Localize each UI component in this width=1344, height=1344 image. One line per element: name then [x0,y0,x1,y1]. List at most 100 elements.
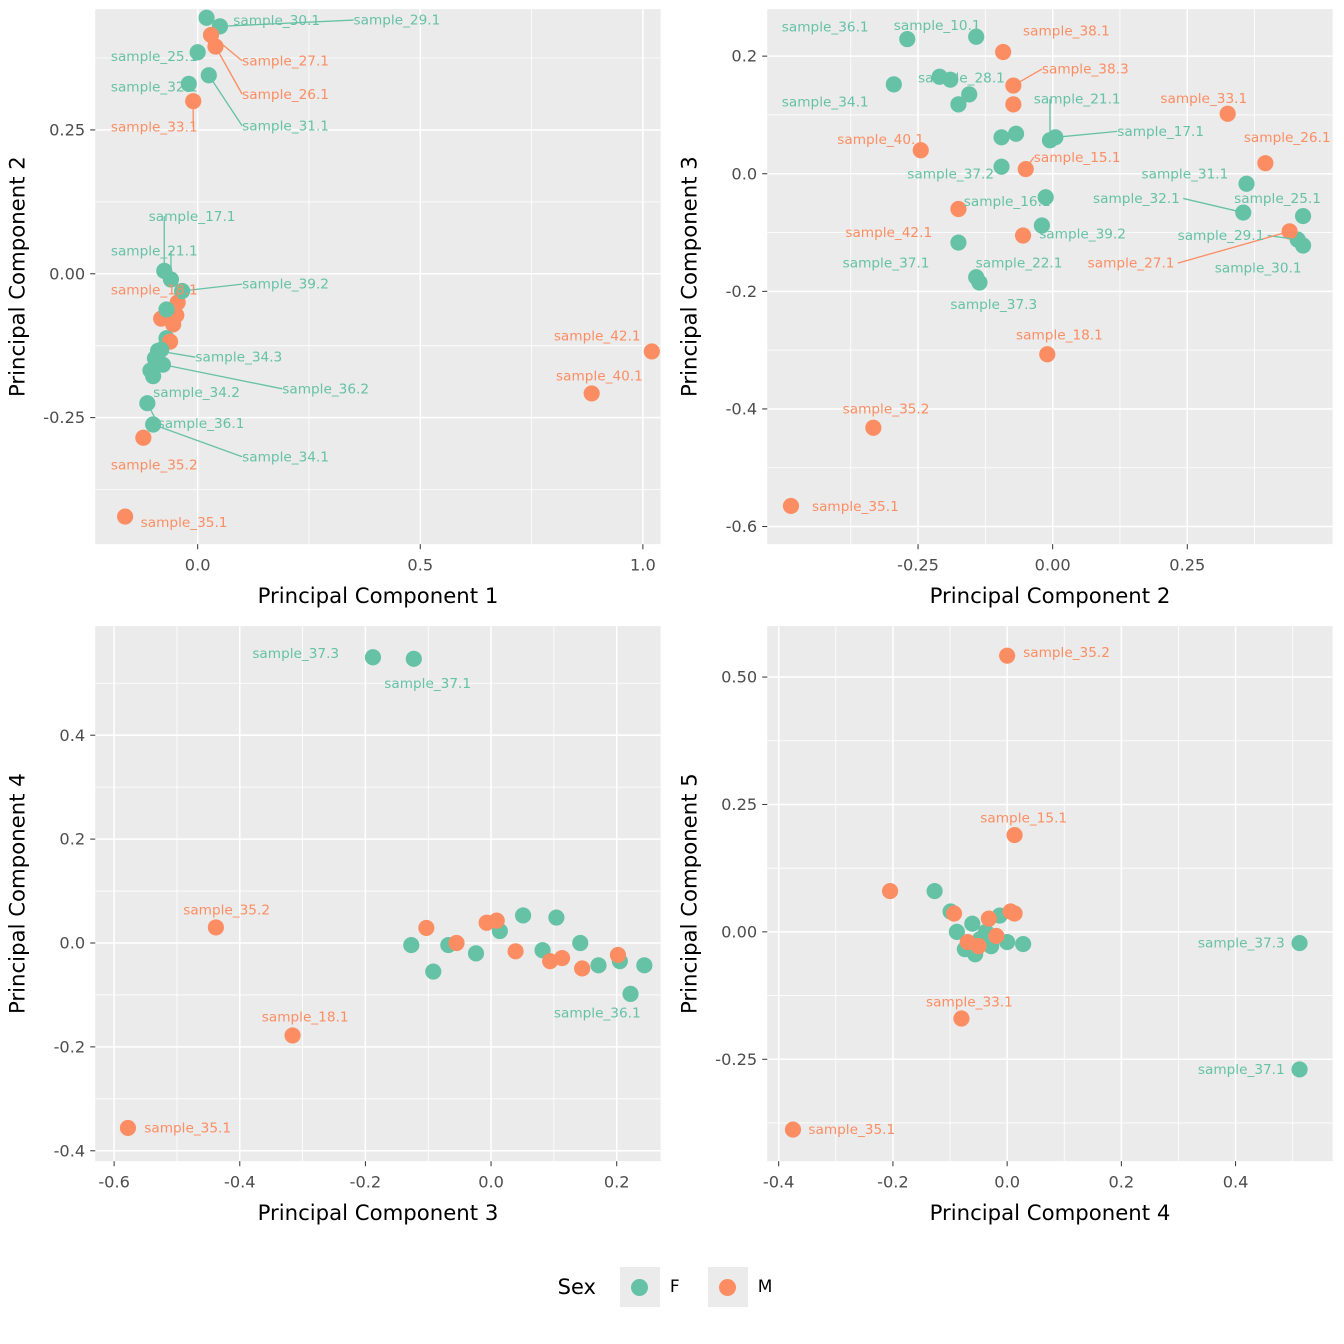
data-point-sample_15.1 [1006,826,1023,844]
data-point-sample_40.1 [912,142,929,159]
sample-label: sample_32.1 [111,79,198,95]
x-tick-label: 0.5 [407,555,433,574]
sample-label: sample_30.1 [1215,260,1302,276]
data-point-unlabeled [403,936,420,954]
data-point-unlabeled [1015,935,1032,953]
x-tick-label: -0.2 [877,1172,909,1191]
x-tick-label: 1.0 [630,555,656,574]
data-point-sample_37.3 [1291,934,1308,952]
data-point-sample_35.2 [999,647,1016,664]
data-point-unlabeled [515,907,532,924]
data-point-sample_42.1 [643,343,660,360]
sample-label: sample_17.1 [1117,124,1204,140]
data-point-unlabeled [993,129,1010,146]
sample-label: sample_29.1 [1178,228,1265,244]
y-tick-label: 0.25 [721,795,757,814]
sample-label: sample_31.1 [1142,166,1229,182]
x-axis-title: Principal Component 3 [258,1201,499,1226]
sample-label: sample_40.1 [556,369,643,385]
data-point-sample_37.3 [971,274,988,291]
sample-label: sample_42.1 [845,225,932,241]
data-point-sample_33.1 [1219,105,1236,122]
data-point-unlabeled [467,945,485,962]
data-point-unlabeled [881,882,899,900]
data-point-unlabeled [590,957,607,974]
pca-plot-pc3-vs-pc4: -0.6 -0.4 -0.2 0.0 0.2 -0.4 -0.2 0.0 0.2 0.4 sampl… [0,617,672,1234]
sample-label: sample_33.1 [1160,91,1247,107]
sample-label: sample_34.2 [153,385,240,401]
sample-label: sample_37.1 [1198,1062,1285,1078]
y-tick-label: -0.4 [726,399,758,418]
data-point-sample_38.1 [995,43,1012,61]
sample-label: sample_37.1 [843,256,930,272]
data-point-sample_33.1 [953,1010,970,1027]
sample-label: sample_27.1 [242,53,329,69]
data-point-sample_35.1 [782,497,800,515]
data-point-unlabeled [1005,96,1022,113]
legend-dot-M [719,1278,737,1296]
label-leader-line [214,46,243,95]
data-point-sample_18.1 [1039,346,1056,363]
data-point-sample_35.2 [865,419,882,436]
sample-label: sample_10.1 [894,18,981,34]
data-point-unlabeled [553,949,571,967]
sample-label: sample_25.1 [111,49,198,65]
data-point-sample_25.1 [1294,207,1312,225]
label-leader-line [182,283,243,292]
sample-label: sample_33.1 [926,995,1013,1011]
sample-label: sample_35.2 [843,401,930,417]
y-tick-label: 0.00 [49,264,85,283]
sample-label: sample_27.1 [1088,256,1175,272]
sample-label: sample_31.1 [242,118,329,134]
data-point-unlabeled [425,963,442,980]
y-tick-label: 0.4 [59,726,85,745]
sample-label: sample_16.1 [964,194,1051,210]
label-leader-line [1177,230,1290,264]
sample-label: sample_35.2 [183,902,270,918]
sample-label: sample_35.1 [812,499,899,515]
pca-plot-pc4-vs-pc5: -0.4 -0.2 0.0 0.2 0.4 -0.25 0.00 0.25 0.50 sample… [672,617,1344,1234]
sample-label: sample_26.1 [242,87,329,103]
y-tick-label: 0.25 [49,120,85,139]
y-axis-title: Principal Component 4 [5,773,30,1014]
y-tick-label: -0.6 [726,517,758,536]
data-point-unlabeled [158,301,175,318]
x-tick-label: 0.00 [1035,555,1071,574]
sample-label: sample_36.2 [282,381,369,397]
pca-scatter-svg: -0.6 -0.4 -0.2 0.0 0.2 -0.4 -0.2 0.0 0.2 0.4 sampl… [5,626,661,1226]
sample-label: sample_18.1 [111,282,198,298]
x-tick-label: -0.4 [224,1172,256,1191]
sample-label: sample_32.1 [1093,191,1180,207]
data-point-unlabeled [980,910,997,927]
data-point-sample_25.1 [189,44,206,61]
sample-label: sample_29.1 [353,13,440,29]
legend-swatch-M [707,1267,748,1307]
sample-label: sample_35.1 [141,515,228,531]
data-point-sample_35.1 [119,1119,137,1137]
data-point-sample_17.1 [1047,129,1064,146]
label-leader-line [1025,156,1035,170]
x-axis-title: Principal Component 1 [258,584,499,609]
data-point-sample_35.2 [207,919,224,936]
data-point-sample_35.1 [784,1121,802,1138]
data-point-sample_36.1 [622,985,639,1002]
data-point-unlabeled [145,368,162,385]
label-leader-line [146,402,159,424]
y-tick-label: 0.0 [731,164,757,183]
x-tick-label: -0.2 [350,1172,382,1191]
data-point-sample_37.3 [364,649,382,666]
pca-scatter-svg: -0.25 0.00 0.25 -0.6 -0.4 -0.2 0.0 0.2 sample_36… [677,9,1333,609]
sample-label: sample_40.1 [837,132,924,148]
data-point-unlabeled [507,943,524,960]
data-point-unlabeled [988,927,1005,945]
data-point-unlabeled [609,946,627,964]
sample-label: sample_39.2 [242,277,329,293]
label-leader-line [157,350,196,358]
sample-label: sample_35.1 [144,1120,231,1136]
label-leader-line [1013,68,1043,87]
y-tick-label: -0.25 [43,408,85,427]
legend-title: Sex [557,1275,596,1299]
data-point-unlabeled [948,923,965,940]
x-tick-label: -0.6 [98,1172,130,1191]
data-point-unlabeled [945,905,963,922]
